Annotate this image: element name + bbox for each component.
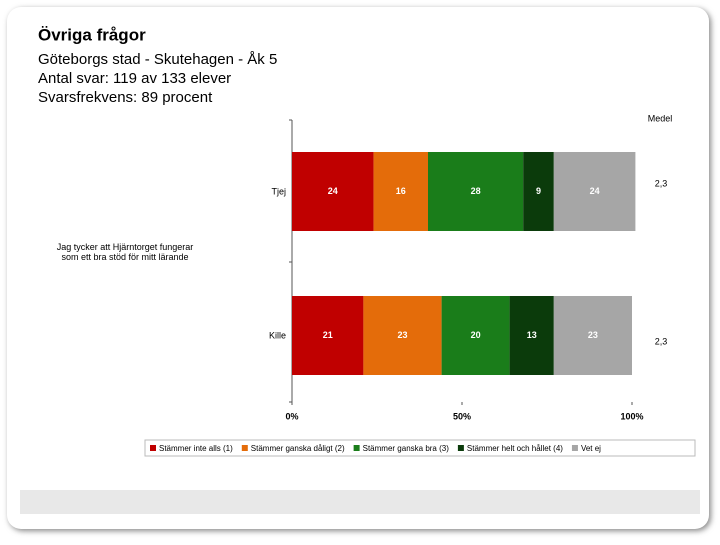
legend-label: Stämmer ganska bra (3) <box>363 444 450 453</box>
question: Jag tycker att Hjärntorget fungerar som … <box>56 242 194 262</box>
mean-header: Medel <box>648 113 673 123</box>
data-label: 24 <box>590 186 600 196</box>
slide-frame <box>7 7 709 529</box>
legend-label: Stämmer helt och hållet (4) <box>467 444 563 453</box>
footer-band <box>20 490 700 514</box>
x-tick-label: 0% <box>285 411 298 421</box>
bar-segment <box>363 296 442 375</box>
question-box: Jag tycker att Hjärntorget fungerar som … <box>56 242 194 262</box>
legend-box <box>144 439 696 457</box>
data-label: 20 <box>471 330 481 340</box>
data-label: 21 <box>323 330 333 340</box>
legend-swatch <box>241 445 248 451</box>
data-label: 28 <box>471 186 481 196</box>
bar-segment <box>292 152 374 231</box>
mean-value: 2,3 <box>655 178 668 188</box>
bar-segment <box>292 296 364 375</box>
bar-segment <box>441 296 510 375</box>
category-label: Kille <box>269 330 286 340</box>
subtitle: Antal svar: 119 av 133 elever <box>38 70 231 87</box>
category-label: Tjej <box>271 186 286 196</box>
legend-swatch <box>353 445 360 451</box>
legend-swatch <box>457 445 464 451</box>
data-label: 23 <box>397 330 407 340</box>
footer-figures <box>20 490 700 514</box>
subtitle: Svarsfrekvens: 89 procent <box>38 89 213 106</box>
legend-label: Stämmer ganska dåligt (2) <box>251 444 345 453</box>
bar-segment <box>553 152 636 231</box>
data-label: 24 <box>328 186 338 196</box>
bar-segment <box>523 152 554 231</box>
data-label: 23 <box>588 330 598 340</box>
legend-swatch <box>571 445 578 451</box>
bar-segment <box>428 152 524 231</box>
data-label: 9 <box>536 186 541 196</box>
x-tick-label: 100% <box>620 411 643 421</box>
legend-label: Vet ej <box>581 444 601 453</box>
legend-label: Stämmer inte alls (1) <box>159 444 233 453</box>
subtitle: Göteborgs stad - Skutehagen - Åk 5 <box>38 51 277 68</box>
data-label: 16 <box>396 186 406 196</box>
legend-swatch <box>150 445 156 451</box>
bar-segment <box>553 296 632 375</box>
mean-value: 2,3 <box>655 336 668 346</box>
bar-segment <box>373 152 428 231</box>
bar-segment <box>509 296 554 375</box>
title: Övriga frågor <box>38 25 146 44</box>
x-tick-label: 50% <box>453 411 471 421</box>
data-label: 13 <box>527 330 537 340</box>
